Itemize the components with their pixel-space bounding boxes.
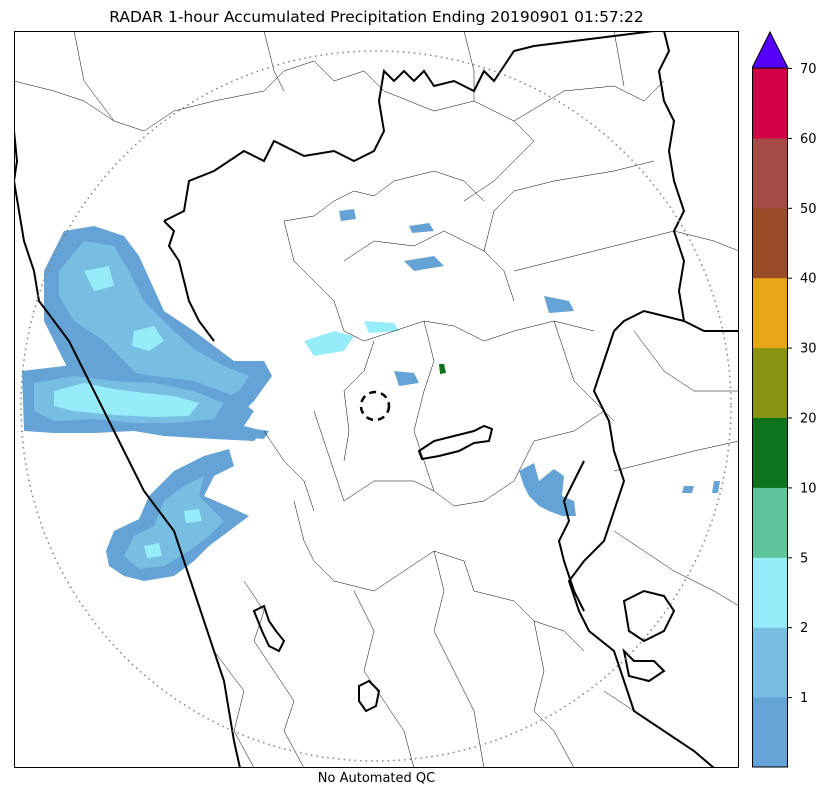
colorbar-tick-label: 30 (800, 342, 817, 357)
enclave-2 (252, 604, 286, 653)
echo-west-band-core (54, 383, 199, 417)
echo-south-west-core (144, 509, 202, 558)
state-boundaries (14, 31, 739, 768)
echo-north-west-core (84, 266, 164, 351)
state-border-east (657, 31, 739, 332)
state-border-ap (613, 309, 685, 332)
state-border-east-south (567, 330, 715, 768)
colorbar-tick-label: 10 (800, 481, 817, 496)
plot-title: RADAR 1-hour Accumulated Precipitation E… (109, 8, 644, 26)
range-ring (20, 50, 732, 762)
colorbar-level-6 (752, 277, 788, 349)
colorbar-level-9 (752, 68, 788, 139)
colorbar-extend-arrow (752, 30, 789, 69)
enclave-4 (622, 589, 676, 643)
colorbar-level-8 (752, 137, 788, 209)
colorbar-tick-label: 60 (800, 132, 817, 147)
colorbar-level-5 (752, 347, 788, 418)
colorbar-level-7 (752, 207, 788, 279)
radar-location-marker (359, 390, 391, 422)
colorbar: 1 2 5 10 20 30 40 50 60 70 (752, 30, 817, 768)
coastline (14, 130, 241, 768)
district-boundaries (14, 31, 739, 768)
qc-note: No Automated QC (317, 771, 436, 786)
colorbar-level-3 (752, 487, 788, 558)
colorbar-tick-label: 20 (800, 412, 817, 427)
echo-green-spot (439, 364, 446, 374)
enclave-5 (622, 647, 666, 683)
colorbar-tick-label: 5 (800, 551, 808, 566)
enclave-1 (417, 424, 494, 461)
colorbar-tick-label: 2 (800, 621, 808, 636)
colorbar-level-2 (752, 557, 788, 628)
echo-east-cell (519, 463, 576, 516)
state-border-north (163, 31, 655, 222)
colorbar-tick-label: 70 (800, 62, 817, 77)
precipitation-echoes (22, 209, 720, 581)
colorbar-tick-label: 40 (800, 272, 817, 287)
state-border-kerala (163, 220, 215, 342)
colorbar-tick-label: 1 (800, 691, 808, 706)
colorbar-level-4 (752, 417, 788, 488)
state-border-south (557, 460, 585, 612)
colorbar-level-0 (752, 697, 788, 768)
colorbar-level-1 (752, 627, 788, 698)
radar-map (14, 31, 739, 768)
colorbar-frame (752, 67, 788, 768)
echo-central-streaks (304, 321, 399, 356)
colorbar-tick-label: 50 (800, 202, 817, 217)
enclave-3 (358, 679, 381, 713)
